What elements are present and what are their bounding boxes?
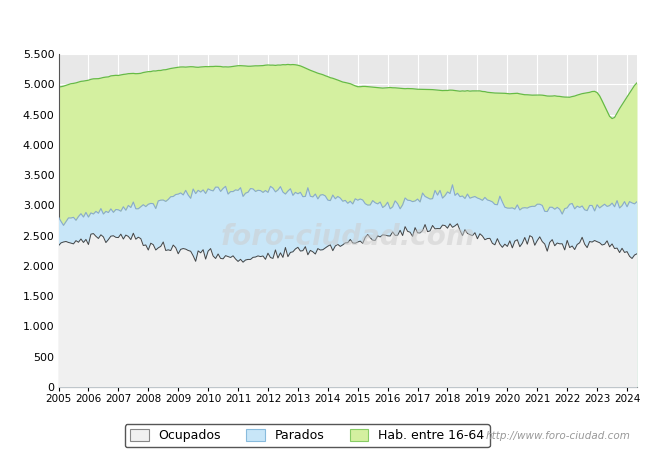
Legend: Ocupados, Parados, Hab. entre 16-64: Ocupados, Parados, Hab. entre 16-64	[125, 424, 489, 447]
Text: Onil - Evolucion de la poblacion en edad de Trabajar Mayo de 2024: Onil - Evolucion de la poblacion en edad…	[102, 17, 548, 30]
Text: foro-ciudad.com: foro-ciudad.com	[220, 223, 475, 251]
Text: http://www.foro-ciudad.com: http://www.foro-ciudad.com	[486, 431, 630, 441]
